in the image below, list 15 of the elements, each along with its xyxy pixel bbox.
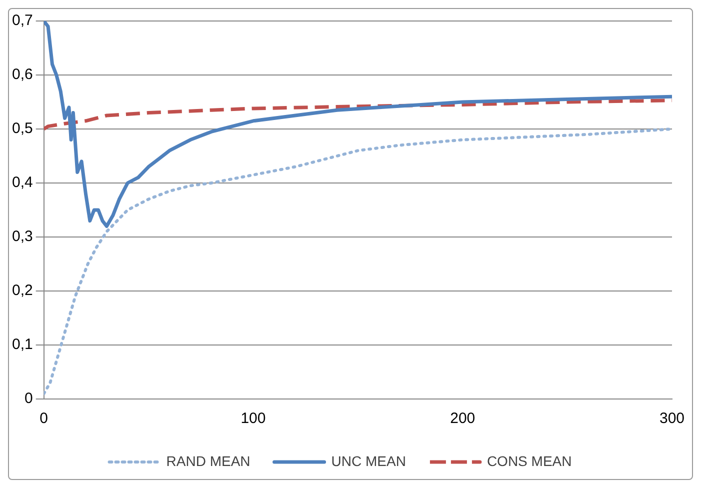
x-tick-label: 0	[40, 410, 48, 428]
legend-label: RAND MEAN	[166, 452, 250, 469]
y-tick-label: 0,6	[12, 66, 33, 84]
y-tick-label: 0,1	[12, 336, 33, 354]
y-tick-label: 0,3	[12, 228, 33, 246]
y-tick-label: 0,7	[12, 12, 33, 30]
x-tick-label: 100	[240, 410, 266, 428]
y-tick-label: 0,2	[12, 282, 33, 300]
x-tick-label: 300	[659, 410, 685, 428]
y-tick-label: 0,5	[12, 120, 33, 138]
y-tick-label: 0	[24, 390, 33, 408]
legend-label: CONS MEAN	[486, 452, 572, 469]
legend-label: UNC MEAN	[331, 452, 406, 469]
y-tick-label: 0,4	[12, 174, 33, 192]
x-tick-label: 200	[450, 410, 476, 428]
